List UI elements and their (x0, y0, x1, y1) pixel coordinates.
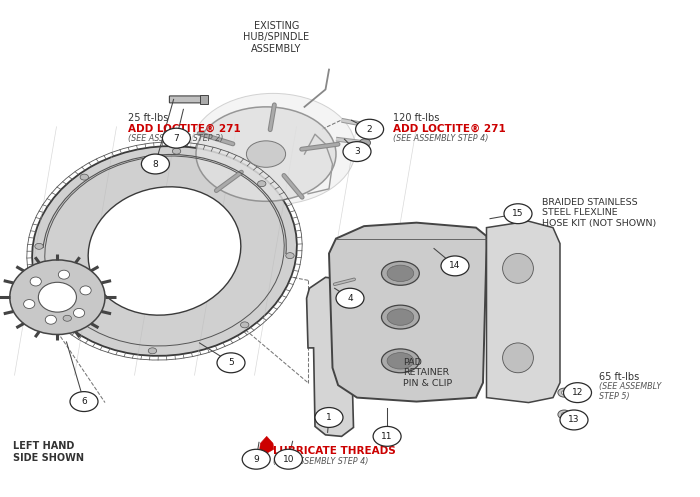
Ellipse shape (382, 305, 419, 329)
Text: (SEE ASSEMBLY
STEP 5): (SEE ASSEMBLY STEP 5) (599, 382, 661, 401)
Circle shape (356, 119, 384, 139)
Text: (SEE ASSEMBLY STEP 4): (SEE ASSEMBLY STEP 4) (273, 457, 368, 466)
Polygon shape (329, 223, 486, 402)
Polygon shape (260, 436, 274, 453)
Ellipse shape (74, 309, 85, 318)
Circle shape (148, 348, 157, 354)
FancyBboxPatch shape (169, 96, 204, 103)
Circle shape (373, 426, 401, 446)
Ellipse shape (10, 260, 105, 334)
Text: 65 ft-lbs: 65 ft-lbs (599, 372, 639, 382)
FancyBboxPatch shape (199, 95, 208, 104)
Text: BRAIDED STAINLESS
STEEL FLEXLINE
HOSE KIT (NOT SHOWN): BRAIDED STAINLESS STEEL FLEXLINE HOSE KI… (542, 198, 657, 228)
Circle shape (441, 256, 469, 276)
Polygon shape (486, 221, 560, 403)
Ellipse shape (558, 410, 570, 419)
Ellipse shape (558, 388, 570, 397)
Circle shape (63, 315, 71, 321)
Ellipse shape (38, 282, 76, 312)
Ellipse shape (503, 253, 533, 283)
Text: LUBRICATE THREADS: LUBRICATE THREADS (273, 446, 395, 456)
Circle shape (286, 252, 294, 258)
Text: 14: 14 (449, 261, 461, 270)
Circle shape (564, 383, 592, 403)
Text: 1: 1 (326, 413, 332, 422)
Circle shape (242, 449, 270, 469)
Ellipse shape (561, 391, 567, 395)
Ellipse shape (32, 146, 297, 356)
Text: (SEE ASSEMBLY STEP 4): (SEE ASSEMBLY STEP 4) (393, 134, 489, 143)
Text: ADD LOCTITE® 271: ADD LOCTITE® 271 (393, 123, 506, 133)
Text: 12: 12 (572, 388, 583, 397)
Circle shape (336, 288, 364, 308)
Text: 6: 6 (81, 397, 87, 406)
Text: 15: 15 (512, 209, 524, 218)
Ellipse shape (382, 349, 419, 373)
Circle shape (141, 154, 169, 174)
Circle shape (162, 128, 190, 148)
Circle shape (274, 449, 302, 469)
Ellipse shape (503, 343, 533, 373)
Text: 5: 5 (228, 358, 234, 367)
Circle shape (217, 353, 245, 373)
Ellipse shape (196, 107, 336, 201)
Text: LEFT HAND
SIDE SHOWN: LEFT HAND SIDE SHOWN (13, 441, 83, 463)
Text: 4: 4 (347, 294, 353, 303)
Ellipse shape (88, 187, 241, 315)
Text: 3: 3 (354, 147, 360, 156)
Text: 9: 9 (253, 455, 259, 464)
Ellipse shape (387, 309, 414, 326)
Ellipse shape (246, 141, 286, 167)
Circle shape (365, 122, 376, 130)
Circle shape (359, 139, 370, 147)
Text: 7: 7 (174, 134, 179, 143)
Circle shape (258, 181, 266, 187)
Ellipse shape (30, 277, 41, 286)
Circle shape (560, 410, 588, 430)
Text: 25 ft-lbs: 25 ft-lbs (128, 113, 169, 123)
Text: 13: 13 (568, 415, 580, 424)
Circle shape (172, 148, 181, 154)
Ellipse shape (58, 270, 69, 279)
Ellipse shape (24, 300, 35, 309)
Ellipse shape (387, 265, 414, 281)
Ellipse shape (80, 286, 91, 295)
Circle shape (80, 174, 88, 180)
Ellipse shape (387, 352, 414, 369)
Circle shape (343, 142, 371, 162)
Text: (SEE ASSEMBLY STEP 2): (SEE ASSEMBLY STEP 2) (128, 134, 223, 143)
Ellipse shape (46, 315, 57, 324)
Ellipse shape (561, 413, 567, 416)
Ellipse shape (190, 93, 356, 205)
Text: 11: 11 (382, 432, 393, 441)
Ellipse shape (382, 261, 419, 285)
Text: PAD
RETAINER
PIN & CLIP: PAD RETAINER PIN & CLIP (403, 358, 452, 388)
Circle shape (35, 244, 43, 249)
Circle shape (241, 322, 249, 328)
Text: 120 ft-lbs: 120 ft-lbs (393, 113, 440, 123)
Text: 8: 8 (153, 160, 158, 168)
Text: ADD LOCTITE® 271: ADD LOCTITE® 271 (128, 123, 241, 133)
Text: EXISTING
HUB/SPINDLE
ASSEMBLY: EXISTING HUB/SPINDLE ASSEMBLY (244, 21, 309, 54)
Text: 2: 2 (367, 125, 372, 134)
Circle shape (315, 408, 343, 427)
Polygon shape (307, 277, 354, 436)
Circle shape (70, 392, 98, 412)
Text: 10: 10 (283, 455, 294, 464)
Circle shape (504, 204, 532, 224)
